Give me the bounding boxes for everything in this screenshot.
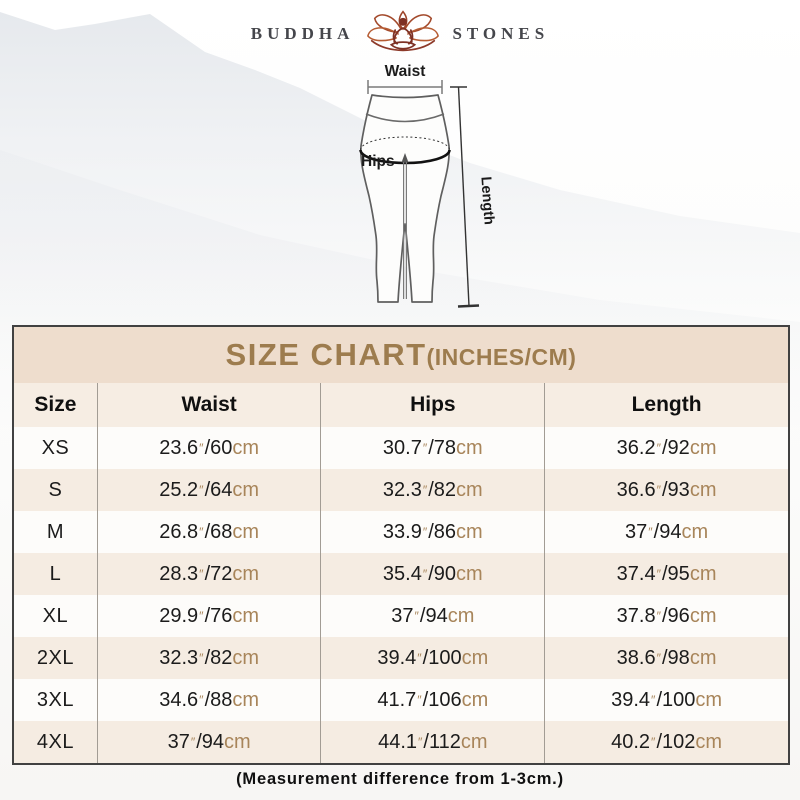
leggings-outline [360,94,450,303]
length-measure-line [450,86,480,308]
size-chart-title: SIZE CHART (INCHES/CM) [14,327,788,383]
waist-value-cell: 34.6 ″/88 cm [96,679,321,721]
size-chart-title-units: (INCHES/CM) [426,344,577,370]
length-value-cell: 36.6 ″/93 cm [544,469,788,511]
measurement-note: (Measurement difference from 1-3cm.) [236,770,564,788]
length-value-cell: 40.2 ″/102 cm [544,721,788,763]
length-value-cell: 38.6 ″/98 cm [544,637,788,679]
size-chart: SIZE CHART (INCHES/CM) Size Waist Hips Lengt… [12,325,790,765]
hips-value-cell: 30.7 ″/78 cm [320,427,545,469]
hips-value-cell: 35.4 ″/90 cm [320,553,545,595]
size-cell-l: L [14,553,97,595]
size-cell-m: M [14,511,97,553]
waist-value-cell: 37 ″/94 cm [96,721,321,763]
waist-value-cell: 32.3 ″/82 cm [96,637,321,679]
hips-value-cell: 37 ″/94 cm [320,595,545,637]
size-chart-title-text: SIZE CHART [225,337,427,372]
leggings-diagram: Waist Hips [330,56,520,324]
size-table: Size Waist Hips Length XS 23.6 ″/60 cm 30.7 ″/78 c… [14,383,788,763]
column-header-size: Size [14,383,97,427]
brand-name-left: BUDDHA [250,24,355,43]
size-cell-4xl: 4XL [14,721,97,763]
column-header-waist: Waist [96,383,321,427]
hips-value-cell: 33.9 ″/86 cm [320,511,545,553]
waist-value-cell: 25.2 ″/64 cm [96,469,321,511]
brand-header: BUDDHA STONES [0,8,800,60]
lotus-meditation-icon [367,10,440,52]
size-cell-3xl: 3XL [14,679,97,721]
waist-value-cell: 29.9 ″/76 cm [96,595,321,637]
column-header-hips: Hips [320,383,545,427]
length-value-cell: 37.4 ″/95 cm [544,553,788,595]
column-header-length: Length [544,383,788,427]
size-cell-s: S [14,469,97,511]
waistband-seam [365,113,445,123]
size-cell-2xl: 2XL [14,637,97,679]
hips-value-cell: 41.7 ″/106 cm [320,679,545,721]
length-value-cell: 39.4 ″/100 cm [544,679,788,721]
hips-label: Hips [361,153,395,170]
inseam-line [401,153,409,299]
waist-value-cell: 23.6 ″/60 cm [96,427,321,469]
waist-measure-line [367,80,443,94]
waist-value-cell: 28.3 ″/72 cm [96,553,321,595]
length-value-cell: 36.2 ″/92 cm [544,427,788,469]
size-cell-xl: XL [14,595,97,637]
length-value-cell: 37.8 ″/96 cm [544,595,788,637]
hips-value-cell: 32.3 ″/82 cm [320,469,545,511]
waist-label: Waist [385,63,426,80]
hips-ellipse-front [359,149,451,165]
size-cell-xs: XS [14,427,97,469]
length-value-cell: 37 ″/94 cm [544,511,788,553]
brand-name-right: STONES [452,24,550,43]
length-label: Length [477,176,496,225]
hips-value-cell: 44.1 ″/112 cm [320,721,545,763]
waist-value-cell: 26.8 ″/68 cm [96,511,321,553]
hips-value-cell: 39.4 ″/100 cm [320,637,545,679]
